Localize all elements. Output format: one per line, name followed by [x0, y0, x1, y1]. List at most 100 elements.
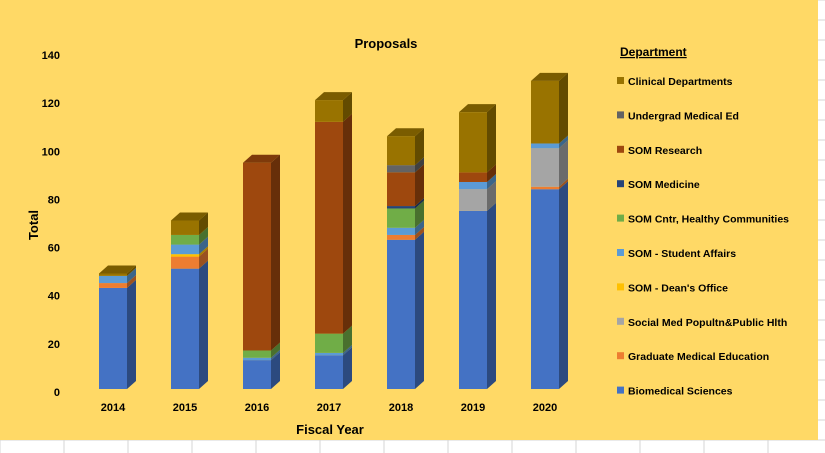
- bar-segment: [387, 136, 415, 166]
- bar-segment: [459, 210, 487, 389]
- bar-segment-side: [559, 72, 568, 144]
- legend-label: SOM - Dean's Office: [628, 282, 728, 294]
- bar-segment-side: [415, 200, 424, 228]
- legend-label: Biomedical Sciences: [628, 386, 733, 398]
- bar-segment: [387, 172, 415, 207]
- bar-segment-side: [487, 104, 496, 173]
- legend-swatch: [617, 180, 624, 188]
- bar-segment: [99, 283, 127, 288]
- legend-label: SOM Research: [628, 145, 702, 157]
- bar-segment: [387, 206, 415, 209]
- x-tick-label: 2017: [317, 402, 341, 414]
- x-axis-title: Fiscal Year: [296, 422, 364, 437]
- bar-segment: [171, 254, 199, 257]
- bar-segment-side: [559, 135, 568, 149]
- bar-segment-side: [343, 92, 352, 122]
- bar-segment-side: [415, 231, 424, 389]
- legend-swatch: [617, 352, 624, 360]
- legend-swatch: [617, 386, 624, 394]
- bar-segment: [243, 162, 271, 351]
- x-tick-label: 2016: [245, 402, 269, 414]
- bar-segment: [99, 275, 127, 284]
- legend-swatch: [617, 283, 624, 291]
- bar-segment-side: [415, 128, 424, 166]
- y-tick-label: 0: [54, 387, 60, 399]
- bar-segment-side: [415, 226, 424, 240]
- bar-segment: [459, 112, 487, 173]
- bar-segment-side: [199, 248, 208, 269]
- bar-segment: [171, 234, 199, 245]
- bar-segment: [315, 121, 343, 334]
- legend: Clinical Departments Undergrad Medical Ed…: [617, 76, 789, 398]
- bar-top: [171, 212, 208, 221]
- bar-segment-side: [415, 157, 424, 173]
- bar-segment: [99, 287, 127, 389]
- bar-segment: [171, 268, 199, 389]
- y-tick-label: 60: [48, 243, 60, 255]
- bar-segment: [459, 189, 487, 211]
- legend-label: SOM Medicine: [628, 179, 700, 191]
- legend-swatch: [617, 214, 624, 222]
- bar-segment: [387, 208, 415, 228]
- bar-segment: [99, 273, 127, 276]
- bar-segment-side: [199, 212, 208, 235]
- bar-segment: [171, 220, 199, 235]
- bar-segment-side: [199, 236, 208, 255]
- bar-segment: [531, 143, 559, 149]
- bar-segment-side: [127, 275, 136, 288]
- bar-segment: [531, 189, 559, 389]
- bar-segment-side: [559, 140, 568, 187]
- bar-segment-side: [271, 352, 280, 389]
- legend-label: SOM Cntr, Healthy Communities: [628, 214, 789, 226]
- x-tick-label: 2019: [461, 402, 485, 414]
- chart-title: Proposals: [355, 36, 418, 51]
- bar-segment: [243, 357, 271, 361]
- bar-segment-side: [559, 181, 568, 389]
- x-tick-label: 2018: [389, 402, 413, 414]
- bar-segment: [387, 239, 415, 389]
- bar-top: [99, 265, 136, 274]
- bar-top: [459, 104, 496, 113]
- legend-swatch: [617, 145, 624, 153]
- legend-title: Department: [620, 45, 687, 59]
- bar-segment-side: [271, 154, 280, 351]
- bar-segment-side: [487, 181, 496, 211]
- bar-top: [243, 154, 280, 163]
- bar-segment: [171, 256, 199, 269]
- bar-segment-side: [271, 349, 280, 361]
- legend-label: Social Med Popultn&Public Hlth: [628, 317, 787, 329]
- x-tick-label: 2020: [533, 402, 557, 414]
- bar-segment-side: [199, 260, 208, 389]
- bar-segment: [387, 227, 415, 235]
- bar-segment-side: [487, 202, 496, 389]
- bar-top: [387, 128, 424, 137]
- bar-segment: [243, 360, 271, 389]
- bar-segment-side: [127, 265, 136, 276]
- bar-segment: [315, 352, 343, 356]
- bar-top: [531, 72, 568, 81]
- y-tick-label: 120: [42, 98, 60, 110]
- bar-segment-side: [415, 164, 424, 207]
- bar-segment: [315, 100, 343, 122]
- legend-swatch: [617, 249, 624, 256]
- bar-segment: [315, 355, 343, 389]
- bar-segment-side: [415, 198, 424, 209]
- bar-segment-side: [343, 325, 352, 353]
- bar-segment: [387, 234, 415, 240]
- bar-segment: [387, 165, 415, 173]
- legend-label: Graduate Medical Education: [628, 351, 769, 363]
- bar-segment-side: [487, 164, 496, 182]
- bar-segment: [243, 350, 271, 358]
- y-tick-label: 40: [48, 291, 60, 303]
- bar-segment: [531, 148, 559, 187]
- bar-segment-side: [127, 267, 136, 284]
- bar-segment-side: [199, 246, 208, 257]
- bar-segment: [459, 181, 487, 190]
- legend-label: Clinical Departments: [628, 76, 733, 88]
- legend-swatch: [617, 111, 624, 119]
- legend-swatch: [617, 77, 624, 84]
- bar-top: [315, 92, 352, 101]
- bar-segment-side: [559, 178, 568, 190]
- x-tick-label: 2015: [173, 402, 197, 414]
